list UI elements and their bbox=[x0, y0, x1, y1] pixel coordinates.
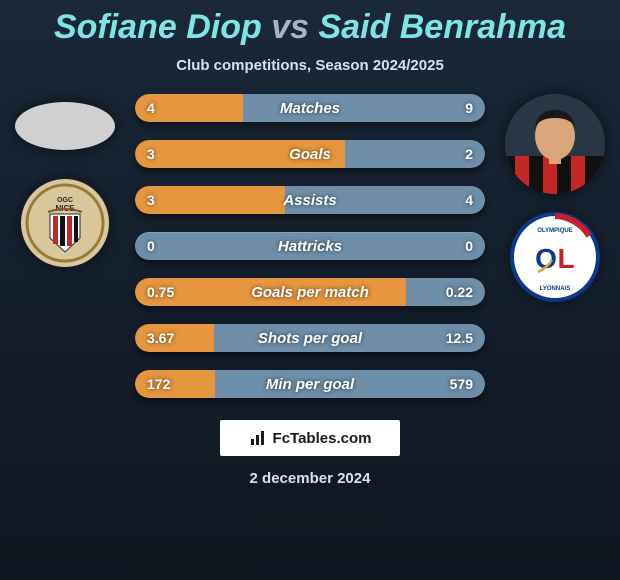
club-badge-lyon: OLYMPIQUE LYONNAIS O L bbox=[510, 212, 600, 302]
svg-text:OLYMPIQUE: OLYMPIQUE bbox=[537, 228, 572, 234]
player2-avatar bbox=[505, 94, 605, 194]
club-badge-nice: OGC NICE bbox=[20, 178, 110, 268]
comparison-title: Sofiane Diop vs Said Benrahma bbox=[0, 0, 620, 47]
stat-label: Min per goal bbox=[135, 370, 485, 398]
stat-label: Assists bbox=[135, 186, 485, 214]
stats-bars: 49Matches 32Goals 34Assists 00Hattricks 0.75… bbox=[135, 94, 485, 398]
attribution-text: FcTables.com bbox=[273, 430, 372, 447]
stat-row: 3.6712.5Shots per goal bbox=[135, 324, 485, 352]
player2-name: Said Benrahma bbox=[319, 8, 567, 46]
lyon-logo-icon: OLYMPIQUE LYONNAIS O L bbox=[510, 212, 600, 302]
stat-row: 0.750.22Goals per match bbox=[135, 278, 485, 306]
stat-row: 172579Min per goal bbox=[135, 370, 485, 398]
stat-label: Goals per match bbox=[135, 278, 485, 306]
attribution-badge: FcTables.com bbox=[220, 420, 400, 456]
player2-avatar-icon bbox=[505, 94, 605, 194]
content: OGC NICE bbox=[0, 94, 620, 398]
nice-logo-icon: OGC NICE bbox=[20, 178, 110, 268]
title-vs: vs bbox=[271, 8, 309, 46]
subtitle: Club competitions, Season 2024/2025 bbox=[0, 57, 620, 74]
player1-avatar bbox=[15, 102, 115, 150]
svg-text:O: O bbox=[535, 243, 557, 274]
left-column: OGC NICE bbox=[10, 94, 120, 268]
stat-label: Matches bbox=[135, 94, 485, 122]
svg-text:L: L bbox=[557, 243, 574, 274]
stat-row: 00Hattricks bbox=[135, 232, 485, 260]
snapshot-date: 2 december 2024 bbox=[0, 470, 620, 487]
stat-label: Hattricks bbox=[135, 232, 485, 260]
svg-text:LYONNAIS: LYONNAIS bbox=[540, 286, 570, 292]
stat-row: 49Matches bbox=[135, 94, 485, 122]
stat-label: Shots per goal bbox=[135, 324, 485, 352]
player1-name: Sofiane Diop bbox=[54, 8, 262, 46]
stat-row: 34Assists bbox=[135, 186, 485, 214]
attribution-icon bbox=[249, 429, 267, 447]
stat-row: 32Goals bbox=[135, 140, 485, 168]
svg-text:OGC: OGC bbox=[57, 197, 73, 204]
right-column: OLYMPIQUE LYONNAIS O L bbox=[500, 94, 610, 302]
stat-label: Goals bbox=[135, 140, 485, 168]
